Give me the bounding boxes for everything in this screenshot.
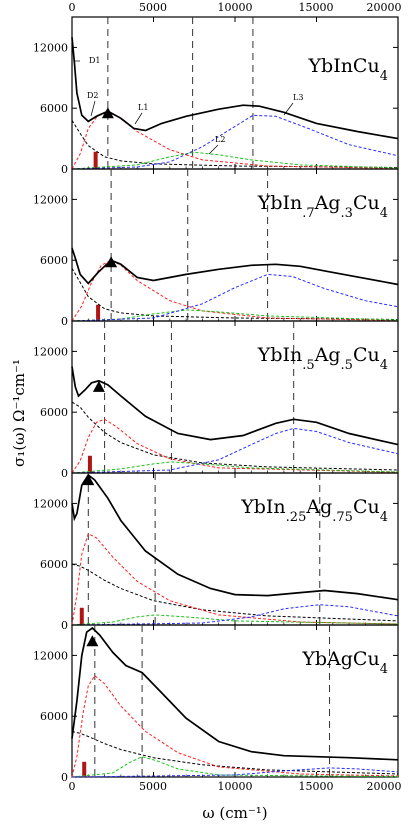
total-conductivity-curve <box>71 247 399 286</box>
curve-label-pointer <box>208 144 219 155</box>
bottom-tick-label: 0 <box>69 780 76 793</box>
peak-marker-triangle <box>105 256 118 268</box>
top-tick-label: 0 <box>69 1 76 14</box>
panel-frame <box>71 16 399 170</box>
y-tick-label: 6000 <box>40 710 68 723</box>
y-tick-label: 6000 <box>40 558 68 571</box>
y-tick-label: 0 <box>61 467 68 480</box>
y-tick-label: 12000 <box>33 345 68 358</box>
lorentz2-curve <box>71 309 399 322</box>
chart-panel-4: 12000 6000 0 YbIn.25Ag.75Cu4 <box>33 472 399 632</box>
panel-frame <box>71 168 399 322</box>
lorentz3-curve <box>71 767 399 778</box>
total-conductivity-curve <box>71 37 399 140</box>
y-tick-label: 12000 <box>33 497 68 510</box>
drude-curve <box>71 268 399 320</box>
top-tick-label: 5000 <box>139 1 167 14</box>
bottom-tick-label: 15000 <box>299 780 334 793</box>
panels-group: 12000 6000 0 YbInCu4 D1 D2 L1 L2 L3 12000 6000 0 YbI… <box>33 16 399 784</box>
bottom-tick-label: 10000 <box>218 780 253 793</box>
lorentz3-curve <box>71 273 399 322</box>
gap-bar <box>79 607 84 625</box>
panel-title: YbIn.5Ag.5Cu4 <box>257 344 388 373</box>
y-tick-label: 12000 <box>33 649 68 662</box>
chart-panel-3: 12000 6000 0 YbIn.5Ag.5Cu4 <box>33 320 399 480</box>
lorentz3-curve <box>71 604 399 626</box>
total-conductivity-curve <box>71 473 399 601</box>
y-tick-label: 6000 <box>40 406 68 419</box>
total-conductivity-curve <box>71 366 399 446</box>
lorentz1-curve <box>71 259 399 322</box>
peak-marker-triangle <box>101 107 114 119</box>
curve-label: D1 <box>89 56 101 65</box>
chart-panel-1: 12000 6000 0 YbInCu4 D1 D2 L1 L2 L3 <box>33 16 399 176</box>
curve-label-pointer <box>283 102 294 116</box>
chart-panel-2: 12000 6000 0 YbIn.7Ag.3Cu4 <box>33 168 399 328</box>
chart-panel-5: 12000 6000 0 YbAgCu4 <box>33 624 399 784</box>
top-tick-label: 10000 <box>218 1 253 14</box>
drude-curve <box>71 563 399 622</box>
bottom-axis-tick-labels: 0 5000 10000 15000 20000 <box>69 780 402 793</box>
y-tick-label: 6000 <box>40 254 68 267</box>
curve-label: L2 <box>215 135 225 144</box>
lorentz2-curve <box>71 756 399 778</box>
peak-marker-triangle <box>86 635 99 647</box>
drude-curve <box>71 401 399 471</box>
curve-label-pointer <box>134 112 143 125</box>
y-tick-label: 0 <box>61 163 68 176</box>
y-axis-label: σ₁(ω) Ω⁻¹cm⁻¹ <box>10 359 28 467</box>
peak-marker-triangle <box>82 474 95 486</box>
drude-curve <box>71 120 399 168</box>
lorentz2-curve <box>71 461 399 474</box>
y-tick-label: 0 <box>61 619 68 632</box>
y-tick-label: 12000 <box>33 41 68 54</box>
lorentz1-curve <box>71 674 399 778</box>
y-tick-label: 0 <box>61 771 68 784</box>
bottom-tick-label: 5000 <box>139 780 167 793</box>
curve-label-pointer <box>90 100 96 117</box>
gap-bar <box>82 761 87 777</box>
curve-label: L3 <box>293 93 303 102</box>
lorentz3-curve <box>71 427 399 474</box>
top-axis-tick-labels: 0 5000 10000 15000 20000 <box>69 1 402 14</box>
panel-title: YbAgCu4 <box>301 648 388 677</box>
drude-curve <box>71 730 399 775</box>
lorentz3-curve <box>71 114 399 170</box>
x-axis-label: ω (cm⁻¹) <box>202 804 267 822</box>
gap-bar <box>87 455 92 473</box>
panel-title: YbInCu4 <box>307 55 388 84</box>
lorentz2-curve <box>71 151 399 170</box>
top-tick-label: 15000 <box>299 1 334 14</box>
bottom-tick-label: 20000 <box>367 780 402 793</box>
curve-label: L1 <box>138 103 148 112</box>
y-tick-label: 12000 <box>33 193 68 206</box>
total-conductivity-curve <box>71 626 399 761</box>
lorentz1-curve <box>71 533 399 626</box>
top-tick-label: 20000 <box>367 1 402 14</box>
gap-bar <box>96 304 101 321</box>
panel-frame <box>71 472 399 626</box>
curve-label: D2 <box>87 91 99 100</box>
peak-marker-triangle <box>92 380 105 392</box>
gap-bar <box>93 151 98 169</box>
panel-title: YbIn.25Ag.75Cu4 <box>240 496 388 525</box>
y-tick-label: 6000 <box>40 102 68 115</box>
panel-title: YbIn.7Ag.3Cu4 <box>257 192 388 221</box>
y-tick-label: 0 <box>61 315 68 328</box>
lorentz2-curve <box>71 614 399 626</box>
